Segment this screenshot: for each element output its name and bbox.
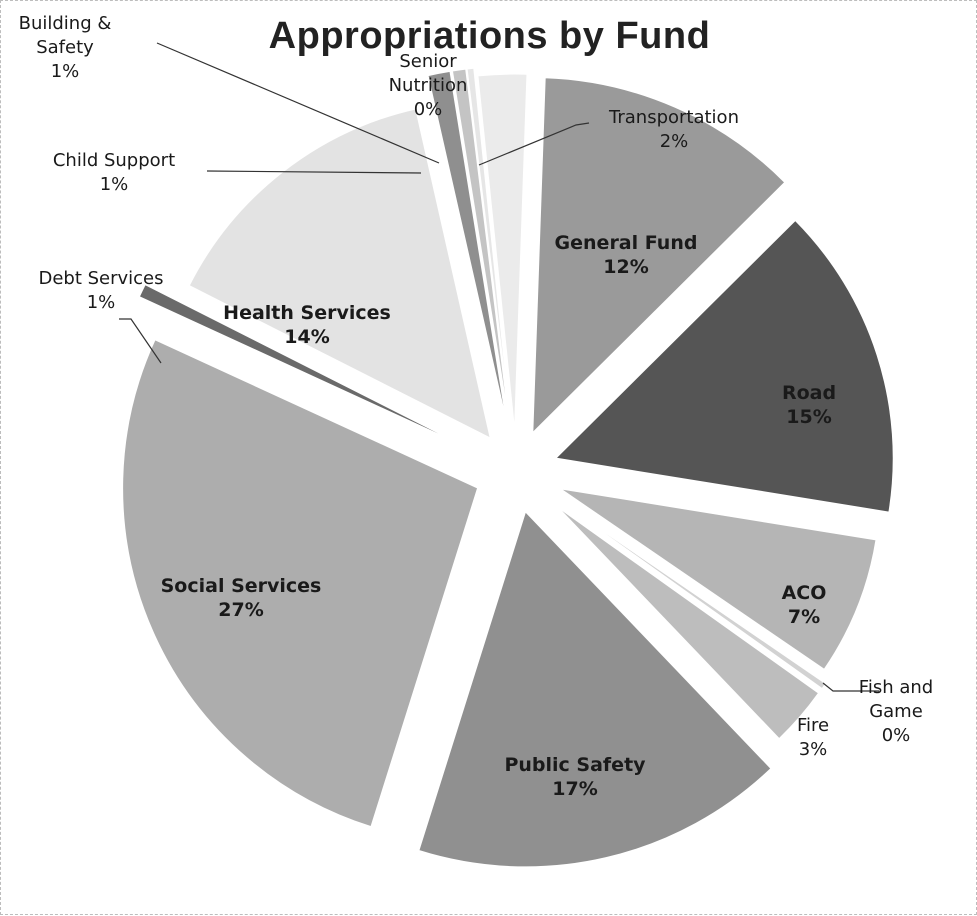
pie-slice-general-fund	[532, 77, 786, 434]
pie-slice-debt-services	[138, 283, 463, 446]
leader-line-fish-and-game	[822, 682, 879, 692]
data-label-fire: Fire 3%	[797, 715, 829, 760]
data-label-child-support: Child Support 1%	[53, 150, 175, 195]
data-label-public-safety: Public Safety 17%	[504, 754, 646, 800]
leader-line-building-safety	[156, 42, 440, 164]
data-label-social-services: Social Services 27%	[161, 575, 322, 621]
pie-slice-transportation	[477, 73, 528, 430]
pie-slice-aco	[560, 488, 877, 671]
data-label-senior-nutrition: Senior Nutrition 0%	[389, 51, 468, 120]
data-label-health-services: Health Services 14%	[223, 302, 391, 348]
leader-line-child-support	[206, 170, 422, 174]
pie-slice-social-services	[122, 339, 479, 828]
data-label-road: Road 15%	[782, 382, 836, 428]
leader-line-debt-services	[119, 318, 162, 364]
data-label-aco: ACO 7%	[782, 582, 827, 628]
pie-slice-senior-nutrition	[466, 67, 511, 422]
pie-slice-building-safety	[451, 68, 510, 422]
chart-title: Appropriations by Fund	[268, 15, 711, 57]
pie-slice-fire	[557, 507, 820, 740]
data-label-building-safety: Building & Safety 1%	[19, 13, 112, 82]
pie-slice-child-support	[427, 70, 507, 423]
leader-line-transportation	[478, 122, 590, 166]
data-label-debt-services: Debt Services 1%	[38, 268, 163, 313]
data-label-fish-and-game: Fish and Game 0%	[859, 677, 933, 746]
data-label-general-fund: General Fund 12%	[555, 232, 698, 278]
pie-slice-public-safety	[418, 510, 772, 868]
data-label-transportation: Transportation 2%	[608, 107, 739, 152]
pie-slice-road	[554, 219, 894, 513]
pie-slice-fish-and-game	[561, 502, 827, 690]
